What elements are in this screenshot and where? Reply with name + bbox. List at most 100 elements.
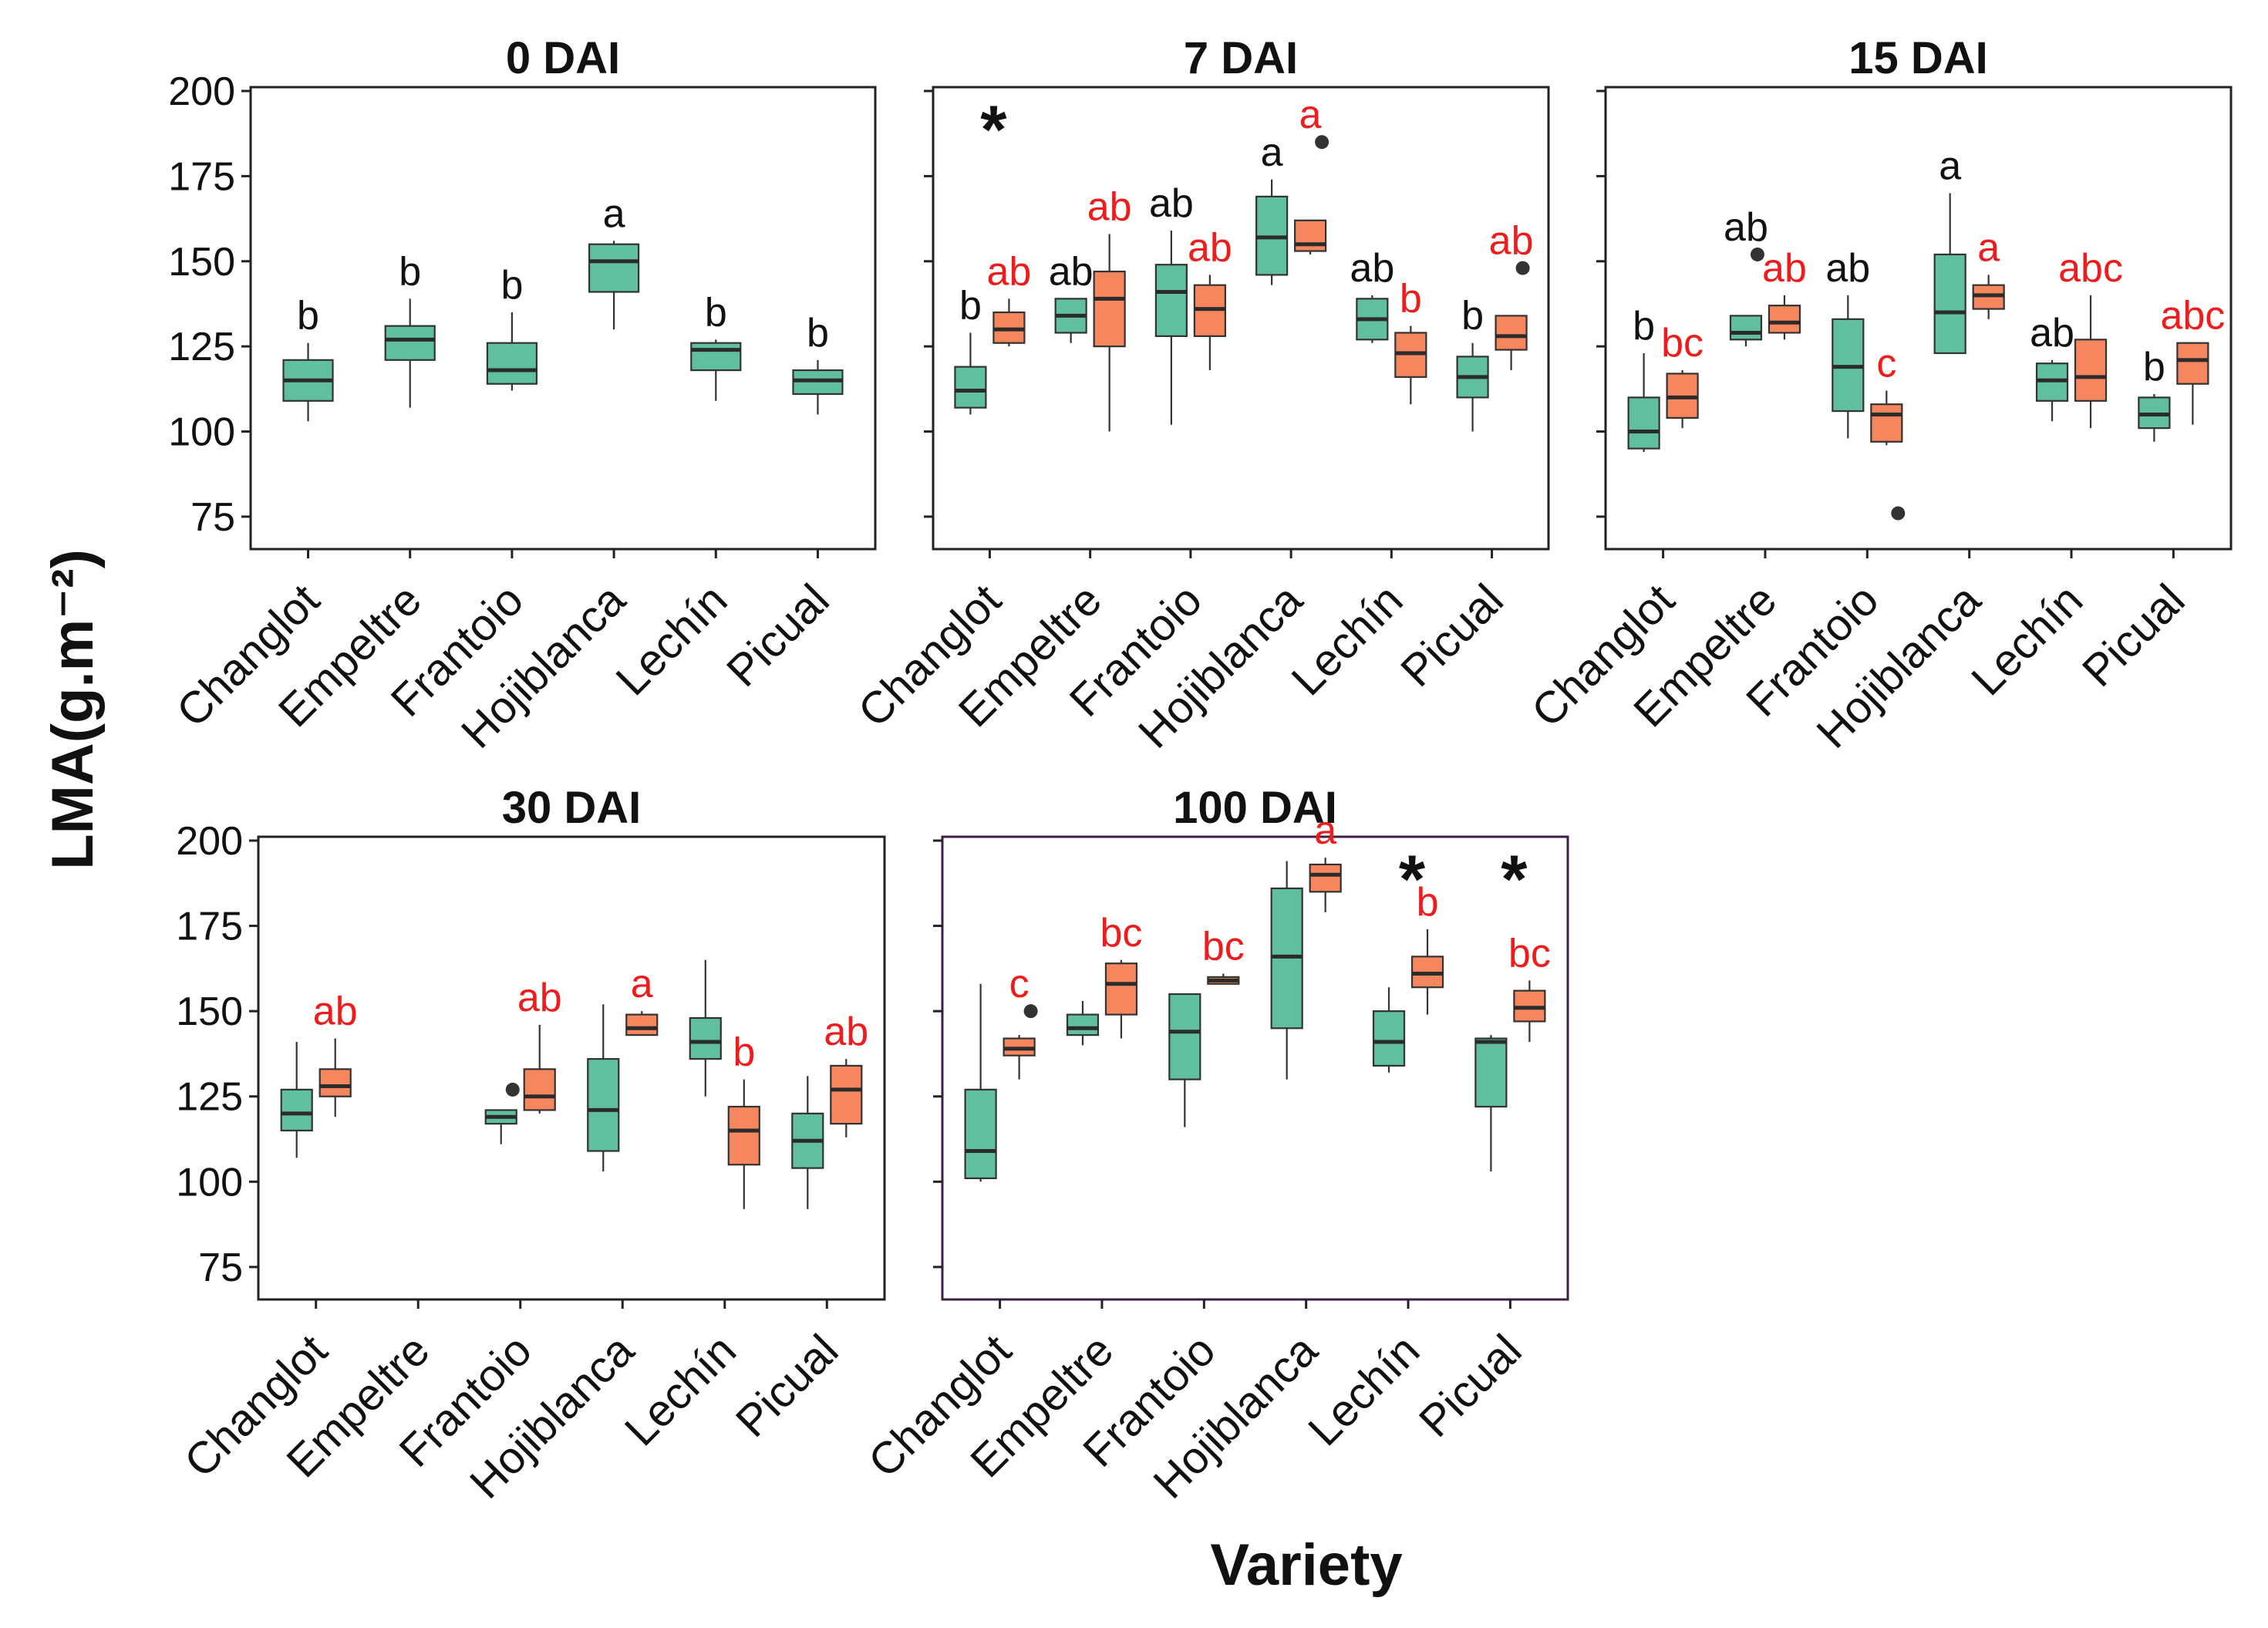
box-body <box>689 1016 722 1060</box>
box-orange-changlot: ab <box>313 989 358 1117</box>
significance-letter: bc <box>1202 925 1245 969</box>
box-body <box>588 243 640 293</box>
box-body <box>486 342 538 385</box>
significance-letter: ab <box>1188 225 1232 270</box>
significance-letter: a <box>1939 143 1961 188</box>
significance-letter: c <box>1009 962 1030 1006</box>
box-green-picual <box>1474 1035 1508 1172</box>
box-green-changlot <box>280 1041 313 1158</box>
significance-asterisk: * <box>1399 841 1426 917</box>
box-green-picual: b <box>2138 345 2171 442</box>
box-orange-changlot: c <box>1003 962 1038 1080</box>
y-tick-label: 125 <box>176 1075 243 1120</box>
significance-letter: ab <box>1049 249 1094 294</box>
box-body <box>587 1057 620 1152</box>
panel-frame <box>932 86 1550 551</box>
panel-title: 100 DAI <box>1173 783 1337 833</box>
significance-letter: ab <box>824 1009 868 1054</box>
significance-letter: abc <box>2160 294 2225 339</box>
significance-letter: ab <box>1350 246 1394 291</box>
significance-letter: bc <box>1508 931 1551 976</box>
significance-letter: b <box>2143 345 2165 389</box>
box-green-changlot: b <box>1627 304 1660 453</box>
box-green-hojiblanca: a <box>1933 143 1966 355</box>
x-axis-label: Variety <box>1210 1532 1402 1598</box>
box-body <box>2176 342 2209 385</box>
significance-letter: b <box>959 283 982 328</box>
box-green-empeltre <box>1066 1000 1100 1046</box>
box-green-empeltre: b <box>384 249 436 408</box>
y-tick-label: 175 <box>176 905 243 949</box>
box-green-changlot <box>964 983 997 1182</box>
box-body <box>690 342 742 372</box>
box-body <box>280 1088 313 1132</box>
significance-letter: b <box>807 311 829 356</box>
significance-letter: ab <box>1149 181 1194 226</box>
box-body <box>1154 264 1188 338</box>
box-green-frantoio <box>1168 993 1201 1127</box>
significance-letter: c <box>1876 342 1896 386</box>
panel-title: 15 DAI <box>1848 33 1988 83</box>
box-body <box>318 1068 352 1097</box>
box-orange-empeltre: bc <box>1100 911 1143 1039</box>
significance-letter: b <box>297 294 319 339</box>
significance-letter: a <box>1261 130 1283 175</box>
panel-frame <box>257 835 886 1301</box>
box-green-empeltre: ab <box>1049 249 1094 343</box>
box-body <box>1474 1037 1508 1108</box>
box-orange-changlot: ab <box>986 249 1031 347</box>
outlier-point <box>1750 247 1764 261</box>
box-orange-hojiblanca: a <box>1972 225 2005 319</box>
panel-title: 0 DAI <box>506 33 620 83</box>
box-orange-lechín: abc <box>2058 246 2123 429</box>
significance-letter: b <box>705 290 727 335</box>
significance-letter: abc <box>2058 246 2123 291</box>
significance-letter: b <box>399 249 421 294</box>
significance-letter: ab <box>1825 246 1870 291</box>
significance-letter: bc <box>1661 321 1704 366</box>
panel-title: 30 DAI <box>502 783 642 833</box>
panel-title: 7 DAI <box>1184 33 1298 83</box>
box-body <box>1168 993 1201 1080</box>
panel-frame <box>941 835 1569 1301</box>
box-orange-frantoio: bc <box>1202 925 1245 985</box>
box-body <box>1768 305 1801 334</box>
y-tick-label: 75 <box>190 495 235 540</box>
box-green-lechín <box>689 959 722 1097</box>
box-body <box>727 1105 760 1166</box>
box-orange-picual: bc <box>1508 931 1551 1042</box>
y-tick-label: 75 <box>198 1245 243 1290</box>
significance-letter: b <box>1400 277 1422 322</box>
box-body <box>1870 403 1903 443</box>
box-green-hojiblanca: a <box>588 191 640 330</box>
box-orange-picual: ab <box>824 1009 868 1138</box>
box-body <box>523 1068 556 1111</box>
significance-letter: bc <box>1100 911 1143 956</box>
box-green-hojiblanca <box>587 1004 620 1172</box>
significance-asterisk: * <box>1501 841 1528 917</box>
significance-letter: ab <box>1762 246 1807 291</box>
box-green-frantoio: b <box>486 263 538 391</box>
y-tick-label: 150 <box>168 240 235 285</box>
box-green-lechín: ab <box>2030 311 2074 422</box>
box-green-lechín <box>1372 987 1406 1073</box>
box-green-hojiblanca <box>1270 861 1303 1080</box>
panel-frame <box>1604 86 2233 551</box>
outlier-point <box>1023 1004 1038 1019</box>
outlier-point <box>1891 506 1906 521</box>
box-green-frantoio: ab <box>1825 246 1870 439</box>
significance-letter: ab <box>517 976 562 1020</box>
significance-letter: a <box>603 191 625 236</box>
box-green-empeltre: ab <box>1724 205 1768 347</box>
significance-letter: a <box>631 962 653 1006</box>
box-orange-hojiblanca: a <box>1309 808 1342 912</box>
box-green-frantoio: ab <box>1149 181 1194 425</box>
y-tick-label: 200 <box>168 69 235 114</box>
box-orange-lechín: b <box>727 1030 760 1209</box>
significance-letter: b <box>733 1030 755 1075</box>
significance-letter: a <box>1299 93 1322 137</box>
y-tick-label: 150 <box>176 989 243 1034</box>
significance-letter: ab <box>1087 184 1132 229</box>
box-green-frantoio <box>484 1082 520 1144</box>
